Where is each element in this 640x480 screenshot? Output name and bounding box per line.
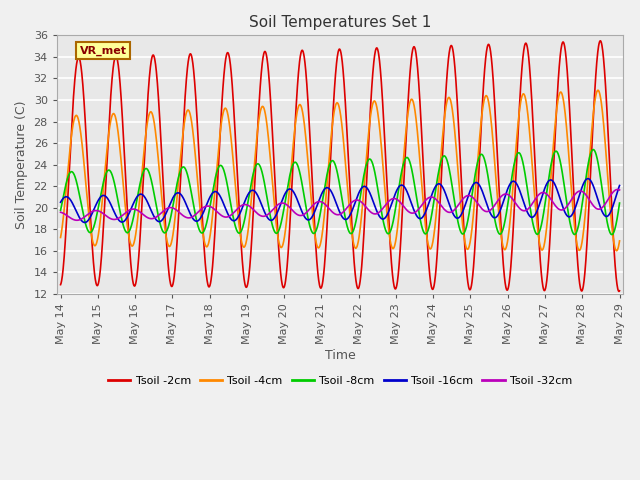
Legend: Tsoil -2cm, Tsoil -4cm, Tsoil -8cm, Tsoil -16cm, Tsoil -32cm: Tsoil -2cm, Tsoil -4cm, Tsoil -8cm, Tsoi… [103,372,577,391]
Text: VR_met: VR_met [79,46,127,56]
Y-axis label: Soil Temperature (C): Soil Temperature (C) [15,100,28,229]
X-axis label: Time: Time [324,349,355,362]
Title: Soil Temperatures Set 1: Soil Temperatures Set 1 [249,15,431,30]
